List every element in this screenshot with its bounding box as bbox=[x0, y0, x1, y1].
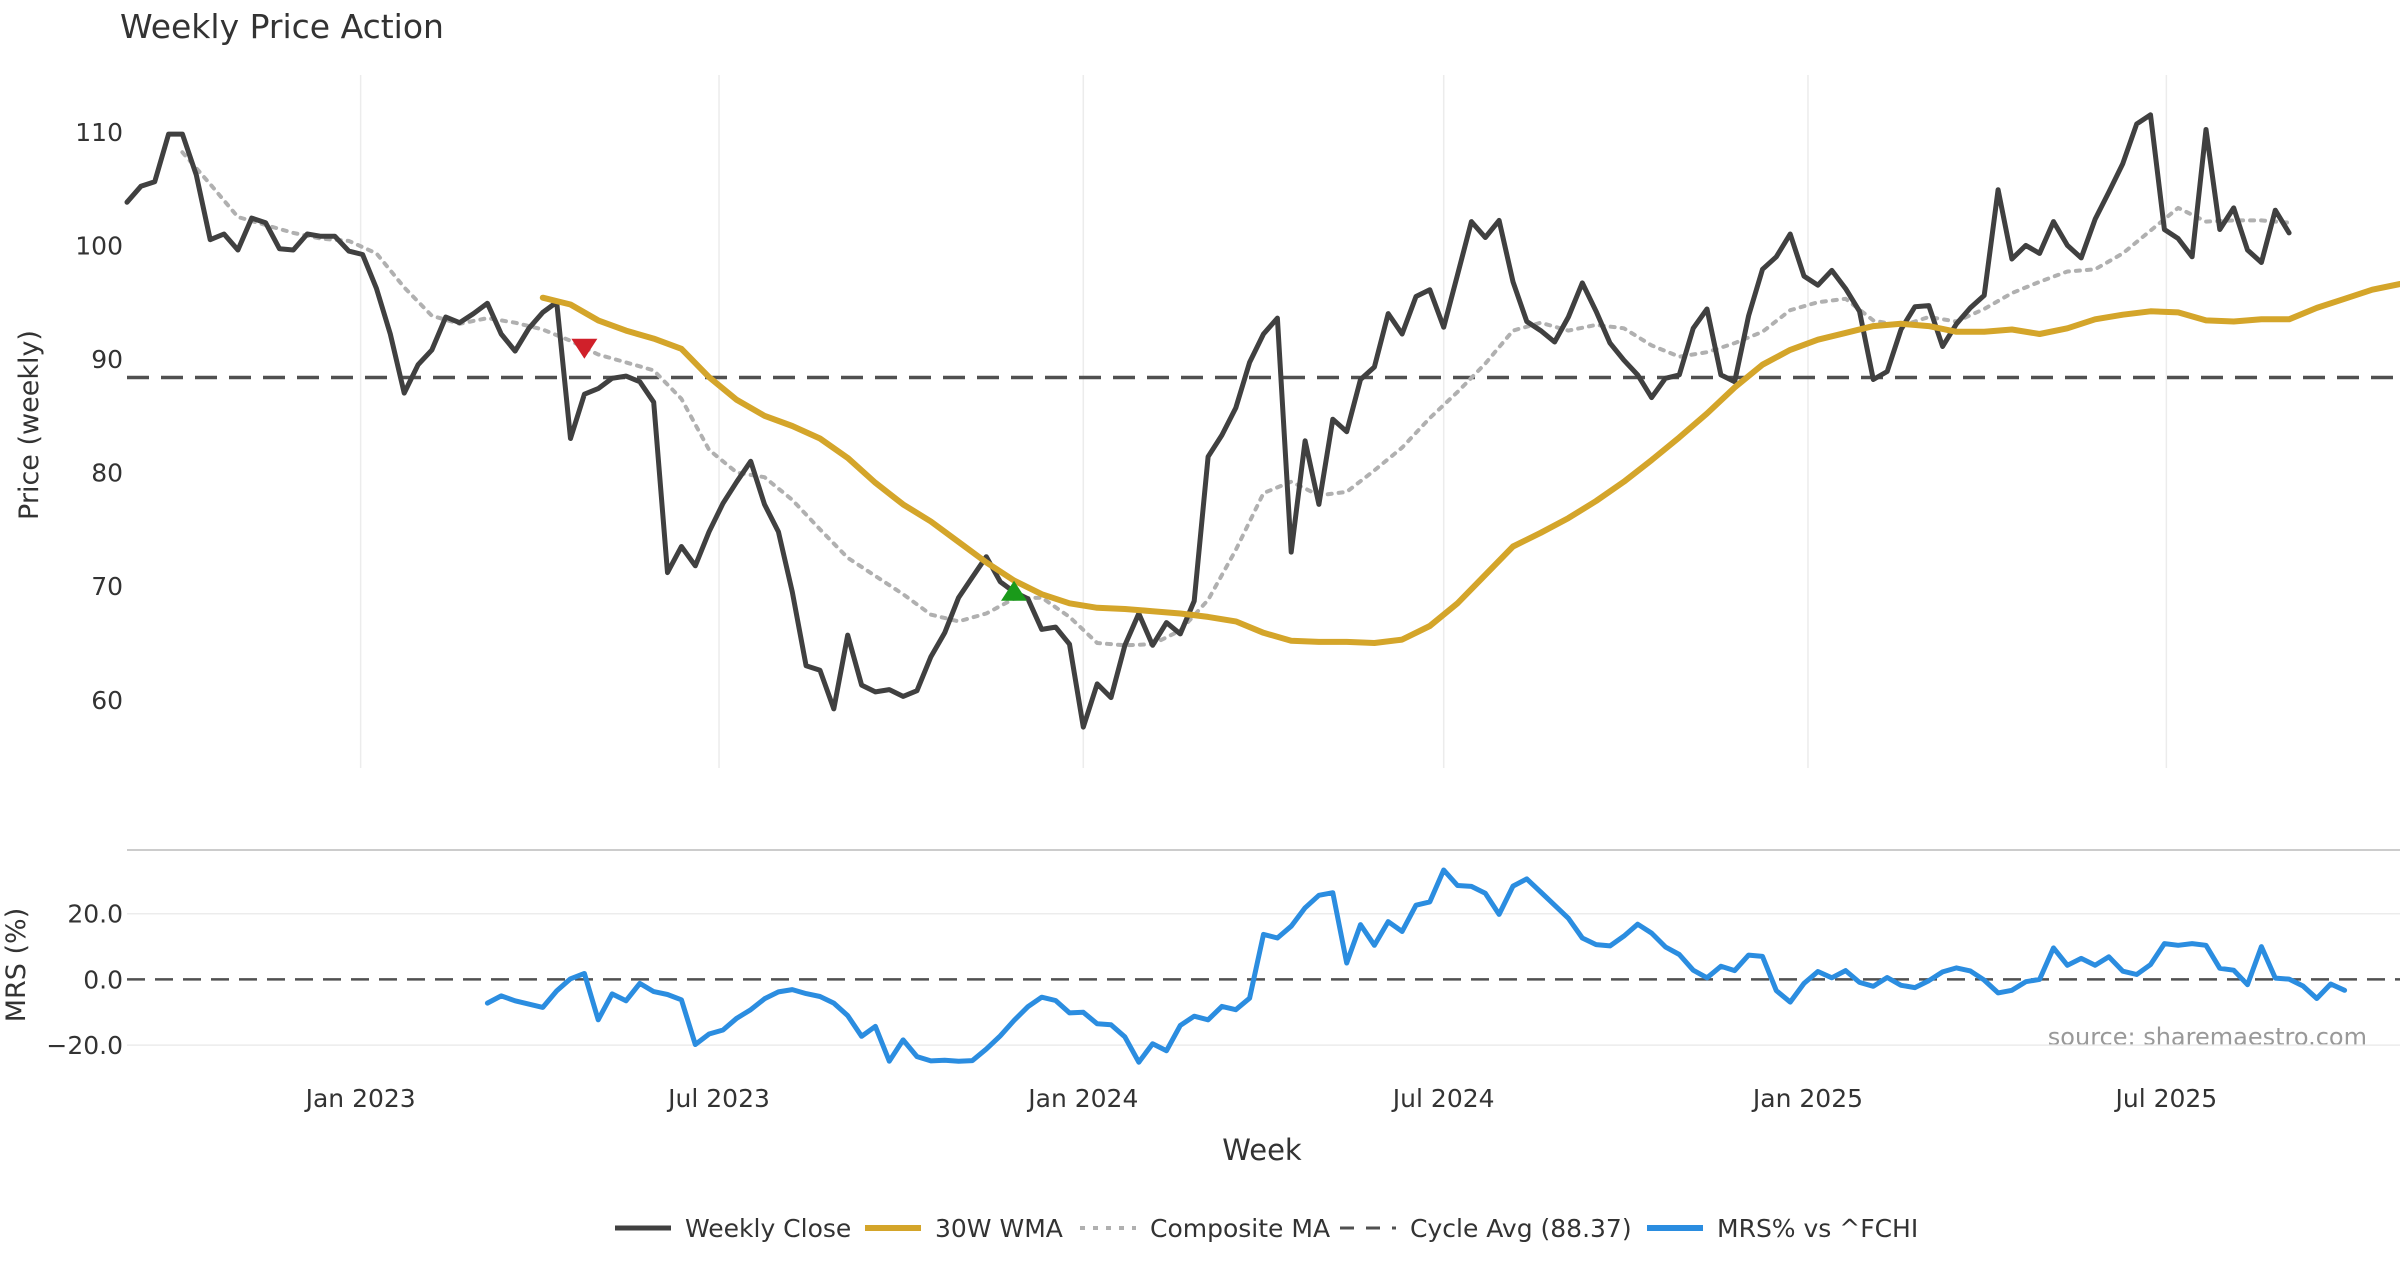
x-tick-label: Jan 2025 bbox=[1751, 1084, 1863, 1113]
x-tick-label: Jan 2023 bbox=[304, 1084, 416, 1113]
price-panel: 60 70 80 90 100 110 bbox=[75, 75, 2400, 768]
source-note: source: sharemaestro.com bbox=[2048, 1023, 2367, 1051]
x-tick-label: Jul 2025 bbox=[2113, 1084, 2217, 1113]
price-y-tick-label: 80 bbox=[91, 459, 123, 488]
price-y-tick-label: 110 bbox=[75, 118, 123, 147]
series-line-mrs-vs-fchi bbox=[484, 867, 2348, 1065]
chart-title: Weekly Price Action bbox=[120, 7, 444, 46]
mrs-y-tick-label: 20.0 bbox=[67, 900, 123, 929]
legend-label: 30W WMA bbox=[935, 1214, 1063, 1243]
mrs-y-tick-label: 0.0 bbox=[83, 965, 123, 994]
mrs-y-axis-label: MRS (%) bbox=[1, 908, 32, 1023]
x-tick-label: Jan 2024 bbox=[1026, 1084, 1138, 1113]
legend-label: MRS% vs ^FCHI bbox=[1717, 1214, 1918, 1243]
mrs-panel: 20.0 0.0 −20.0 bbox=[46, 849, 2400, 1065]
legend: Weekly Close 30W WMA Composite MA Cycle Avg… bbox=[615, 1214, 1918, 1243]
x-tick-label: Jul 2024 bbox=[1391, 1084, 1495, 1113]
legend-label: Weekly Close bbox=[685, 1214, 851, 1243]
series-line-weekly-close bbox=[124, 112, 2292, 730]
price-y-tick-label: 100 bbox=[75, 231, 123, 260]
series-line-30w-wma bbox=[539, 281, 2400, 646]
buy-signal-marker bbox=[1001, 580, 1028, 601]
price-y-tick-label: 90 bbox=[91, 345, 123, 374]
x-axis-label: Week bbox=[1222, 1133, 1302, 1167]
legend-label: Cycle Avg (88.37) bbox=[1410, 1214, 1632, 1243]
price-y-axis-label: Price (weekly) bbox=[14, 330, 45, 520]
sell-signal-marker bbox=[571, 338, 598, 359]
x-axis: Jan 2023 Jul 2023 Jan 2024 Jul 2024 Jan 2025… bbox=[304, 1084, 2218, 1113]
mrs-y-tick-label: −20.0 bbox=[46, 1031, 123, 1060]
series-line-composite-ma bbox=[180, 150, 2292, 648]
x-tick-label: Jul 2023 bbox=[666, 1084, 770, 1113]
price-y-tick-label: 70 bbox=[91, 572, 123, 601]
legend-label: Composite MA bbox=[1150, 1214, 1330, 1243]
price-y-tick-label: 60 bbox=[91, 686, 123, 715]
